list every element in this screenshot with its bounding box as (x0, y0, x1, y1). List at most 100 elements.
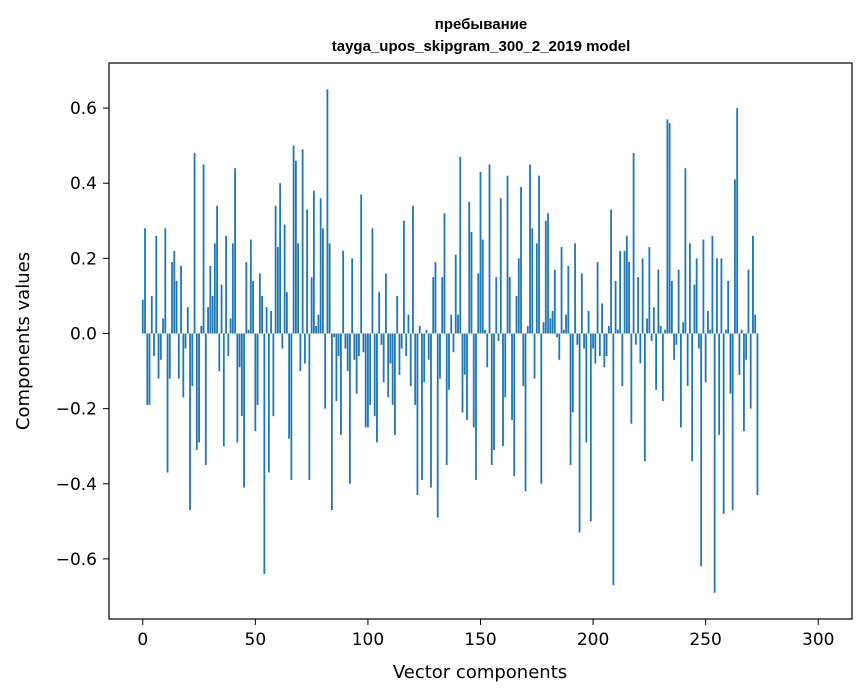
bar-84 (331, 333, 333, 511)
bar-143 (463, 333, 466, 375)
bar-123 (418, 325, 421, 334)
bar-12 (168, 333, 171, 379)
bar-122 (416, 333, 419, 496)
bar-212 (619, 250, 621, 334)
bar-172 (529, 164, 531, 334)
bar-184 (556, 333, 558, 338)
bar-231 (661, 333, 664, 402)
bar-61 (279, 183, 282, 334)
bar-156 (493, 333, 495, 450)
bar-117 (405, 333, 408, 357)
bar-169 (522, 333, 525, 387)
bar-205 (603, 333, 606, 368)
bar-19 (184, 333, 187, 349)
bar-186 (560, 247, 563, 334)
bar-66 (290, 333, 293, 480)
x-tick-label: 50 (245, 630, 267, 650)
bar-273 (756, 333, 759, 496)
bar-270 (749, 333, 752, 409)
bar-65 (288, 333, 291, 439)
bar-219 (634, 333, 637, 345)
bar-257 (720, 258, 723, 334)
bar-163 (508, 277, 511, 334)
bar-34 (218, 333, 221, 372)
bar-110 (389, 333, 392, 364)
bar-222 (641, 258, 644, 334)
bar-25 (198, 333, 200, 443)
bar-73 (306, 209, 309, 334)
bar-5 (153, 333, 155, 357)
bar-251 (707, 310, 709, 334)
y-axis-ticks: 0.6 0.4 0.2 0.0 −0.2 −0.4 −0.6 (56, 99, 109, 570)
bar-182 (551, 310, 554, 334)
bar-104 (376, 333, 378, 443)
bar-258 (722, 333, 725, 514)
bar-37 (225, 235, 227, 334)
bar-0 (141, 299, 144, 334)
bar-86 (335, 333, 338, 402)
bar-177 (540, 333, 543, 484)
bar-211 (616, 329, 619, 334)
bar-243 (688, 243, 691, 334)
bar-23 (193, 153, 196, 334)
bar-216 (628, 262, 630, 334)
bar-89 (342, 250, 345, 334)
bar-159 (499, 198, 502, 334)
y-tick-label: 0.2 (70, 249, 97, 269)
bar-7 (157, 333, 160, 379)
bar-30 (209, 265, 212, 334)
bar-173 (531, 228, 534, 334)
bar-52 (258, 273, 261, 334)
bar-174 (533, 333, 536, 379)
bar-144 (466, 333, 468, 420)
bar-220 (637, 277, 640, 334)
y-axis-label: Components values (13, 252, 34, 430)
bar-46 (245, 262, 248, 334)
bar-33 (216, 205, 218, 334)
bar-72 (303, 333, 306, 364)
bar-31 (211, 295, 214, 334)
bar-248 (700, 333, 703, 567)
bar-112 (394, 333, 396, 435)
bar-106 (380, 333, 383, 345)
bar-185 (558, 333, 561, 360)
bar-109 (387, 333, 390, 398)
bar-28 (204, 333, 207, 465)
y-tick-label: 0.0 (70, 324, 97, 344)
bar-170 (524, 333, 527, 492)
bar-224 (646, 318, 649, 334)
bar-162 (506, 175, 509, 334)
bar-190 (569, 333, 572, 465)
bar-150 (479, 171, 482, 334)
x-tick-label: 200 (577, 630, 609, 650)
bar-29 (207, 307, 209, 334)
bar-242 (686, 333, 689, 387)
bar-238 (677, 269, 680, 334)
bar-120 (412, 205, 414, 334)
bar-80 (321, 228, 324, 334)
bar-45 (243, 333, 245, 488)
bar-208 (610, 209, 612, 334)
bar-3 (148, 333, 151, 405)
bar-203 (598, 333, 601, 357)
bar-160 (502, 333, 504, 447)
bar-121 (414, 333, 417, 405)
bar-17 (180, 265, 182, 334)
bar-168 (520, 186, 522, 334)
bar-254 (713, 333, 716, 593)
bar-39 (229, 318, 232, 334)
bar-218 (632, 153, 635, 334)
bar-206 (605, 333, 608, 357)
y-tick-label: 0.6 (70, 99, 97, 119)
bar-161 (504, 333, 507, 398)
bar-153 (486, 333, 489, 368)
bar-207 (607, 325, 610, 334)
bar-155 (490, 333, 493, 465)
bar-239 (679, 333, 682, 428)
bar-232 (664, 329, 667, 334)
bar-91 (346, 333, 349, 372)
bar-38 (227, 333, 230, 357)
bar-214 (623, 250, 626, 334)
